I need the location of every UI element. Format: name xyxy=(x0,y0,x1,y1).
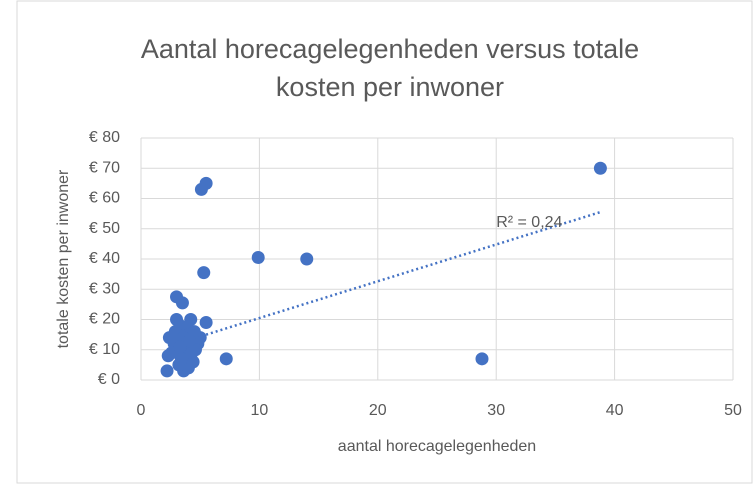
point xyxy=(300,252,314,266)
x-tick-label: 10 xyxy=(251,402,269,419)
y-tick-label: € 0 xyxy=(98,371,120,388)
chart-border xyxy=(16,0,753,484)
y-tick-label: € 30 xyxy=(89,280,120,297)
y-tick-label: € 40 xyxy=(89,250,120,267)
y-axis-label: totale kosten per inwoner xyxy=(55,169,72,348)
x-tick-label: 0 xyxy=(137,402,146,419)
point xyxy=(175,296,189,310)
point xyxy=(183,334,197,348)
point xyxy=(174,352,188,366)
point xyxy=(173,340,187,354)
x-tick-label: 50 xyxy=(724,402,742,419)
y-tick-label: € 80 xyxy=(89,129,120,146)
y-tick-label: € 10 xyxy=(89,341,120,358)
point xyxy=(219,352,233,366)
y-tick-label: € 50 xyxy=(89,220,120,237)
x-tick-label: 30 xyxy=(487,402,505,419)
point xyxy=(194,182,208,196)
y-tick-label: € 70 xyxy=(89,159,120,176)
point xyxy=(160,364,174,378)
point xyxy=(184,313,198,326)
y-tick-label: € 60 xyxy=(89,190,120,207)
chart-title: Aantal horecagelegenheden versus totale … xyxy=(140,34,640,102)
y-tick-label: € 20 xyxy=(89,311,120,328)
marks xyxy=(160,161,607,378)
point xyxy=(593,161,607,175)
grid xyxy=(140,137,734,381)
x-tick-label: 40 xyxy=(606,402,624,419)
point xyxy=(251,250,265,264)
x-tick-label: 20 xyxy=(369,402,387,419)
point xyxy=(197,266,211,280)
point xyxy=(475,352,489,366)
point xyxy=(199,316,213,330)
annotation: R² = 0,24 xyxy=(496,214,562,231)
x-axis-label: aantal horecagelegenheden xyxy=(338,438,536,455)
trendline xyxy=(205,210,601,336)
